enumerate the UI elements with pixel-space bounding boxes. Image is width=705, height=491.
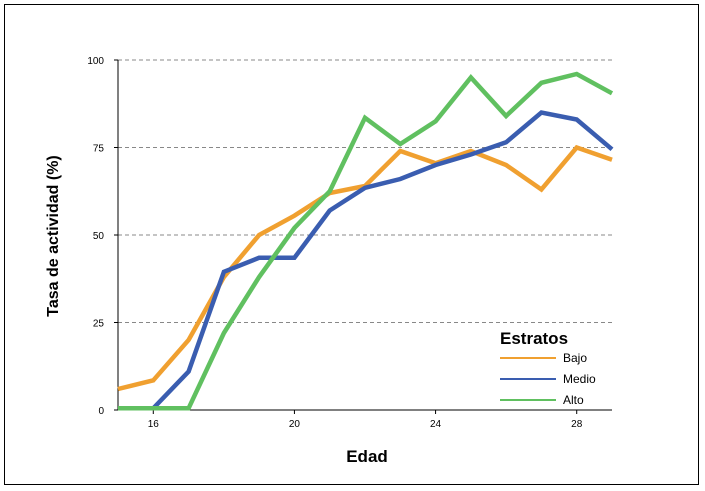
series-lines xyxy=(117,71,614,411)
y-tick-label: 75 xyxy=(93,144,105,155)
x-tick-label: 28 xyxy=(571,419,583,430)
y-tick-label: 0 xyxy=(98,406,104,417)
x-tick-label: 20 xyxy=(289,419,301,430)
tick-labels: 0 25 50 75 100 16 20 24 28 xyxy=(87,56,582,430)
y-tick-label: 50 xyxy=(93,231,105,242)
x-tick-label: 16 xyxy=(148,419,160,430)
series-line-bajo xyxy=(117,144,613,392)
legend-label-bajo: Bajo xyxy=(563,351,587,365)
series-line-alto xyxy=(118,71,614,411)
legend-label-medio: Medio xyxy=(563,372,596,386)
y-axis-label: Tasa de actividad (%) xyxy=(45,155,62,317)
y-tick-label: 25 xyxy=(93,319,105,330)
grid-lines xyxy=(118,59,612,323)
legend: Estratos Bajo Medio Alto xyxy=(500,329,596,407)
series-line-medio xyxy=(118,110,614,411)
x-tick-label: 24 xyxy=(430,419,442,430)
x-axis-label: Edad xyxy=(346,447,388,466)
legend-title: Estratos xyxy=(500,329,568,348)
y-tick-label: 100 xyxy=(87,56,104,67)
legend-label-alto: Alto xyxy=(563,393,584,407)
axes xyxy=(114,59,612,414)
chart-frame xyxy=(4,4,699,485)
